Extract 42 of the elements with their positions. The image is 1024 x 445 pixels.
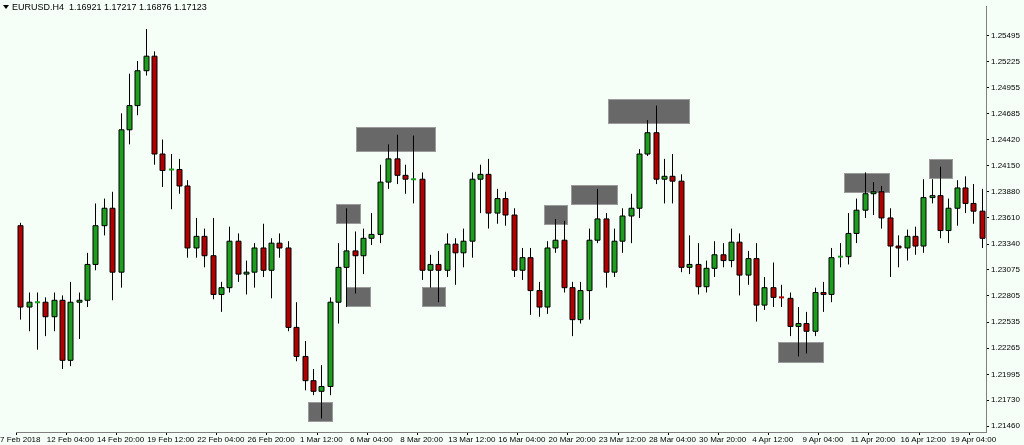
x-tick-label: 16 Mar 04:00 bbox=[498, 435, 547, 444]
y-tick-label: 1.25225 bbox=[991, 56, 1021, 66]
x-tick-label: 28 Mar 04:00 bbox=[648, 435, 697, 444]
x-tick-label: 12 Feb 04:00 bbox=[46, 435, 95, 444]
x-tick-label: 6 Mar 04:00 bbox=[350, 435, 394, 444]
x-tick-label: 13 Mar 12:00 bbox=[448, 435, 496, 444]
y-tick-label: 1.21460 bbox=[991, 421, 1021, 431]
x-tick-label: 16 Apr 12:00 bbox=[900, 435, 947, 444]
candlestick bbox=[838, 242, 843, 268]
x-tick-label: 1 Mar 12:00 bbox=[299, 435, 344, 444]
y-tick-label: 1.22535 bbox=[991, 317, 1021, 327]
candlestick bbox=[169, 153, 174, 210]
y-tick-label: 1.22805 bbox=[991, 291, 1021, 301]
x-tick-label: 30 Mar 20:00 bbox=[699, 435, 747, 444]
y-tick-label: 1.23610 bbox=[991, 213, 1021, 223]
y-tick-label: 1.22265 bbox=[991, 343, 1021, 353]
y-tick-label: 1.21730 bbox=[991, 395, 1021, 405]
x-tick-label: 7 Feb 2018 bbox=[0, 435, 42, 444]
x-tick-label: 11 Apr 20:00 bbox=[850, 435, 897, 444]
y-tick-label: 1.23075 bbox=[991, 264, 1021, 274]
x-tick-label: 22 Feb 04:00 bbox=[197, 435, 246, 444]
x-tick-label: 20 Mar 20:00 bbox=[548, 435, 597, 444]
x-tick-label: 23 Mar 12:00 bbox=[598, 435, 647, 444]
y-tick-label: 1.24420 bbox=[991, 134, 1021, 144]
y-tick-label: 1.21995 bbox=[991, 369, 1021, 379]
y-tick-label: 1.24150 bbox=[991, 160, 1021, 170]
x-tick-label: 8 Mar 20:00 bbox=[400, 435, 444, 444]
x-tick-label: 4 Apr 12:00 bbox=[752, 435, 794, 444]
x-tick-label: 19 Apr 04:00 bbox=[950, 435, 997, 444]
x-tick-label: 19 Feb 12:00 bbox=[147, 435, 195, 444]
candlestick bbox=[411, 135, 416, 204]
x-tick-label: 14 Feb 20:00 bbox=[97, 435, 145, 444]
candlestick bbox=[779, 284, 784, 308]
chart-title: EURUSD.H4 1.16921 1.17217 1.16876 1.17123 bbox=[12, 2, 207, 12]
x-tick-label: 9 Apr 04:00 bbox=[802, 435, 844, 444]
x-tick-label: 26 Feb 20:00 bbox=[247, 435, 296, 444]
candlestick bbox=[35, 292, 40, 351]
y-tick-label: 1.24685 bbox=[991, 109, 1021, 119]
y-tick-label: 1.24955 bbox=[991, 82, 1021, 92]
y-tick-label: 1.23880 bbox=[991, 187, 1021, 196]
y-tick-label: 1.23340 bbox=[991, 239, 1021, 249]
y-tick-label: 1.25495 bbox=[991, 30, 1021, 40]
